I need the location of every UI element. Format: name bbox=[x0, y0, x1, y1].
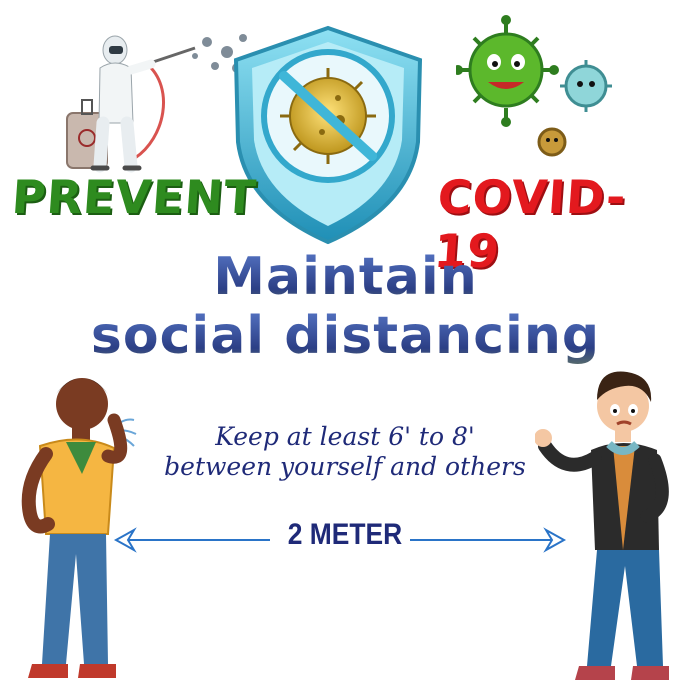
tip-line-1: Keep at least 6' to 8' bbox=[215, 422, 475, 451]
left-arrowhead-icon bbox=[113, 527, 137, 553]
double-arrow-icon bbox=[113, 527, 567, 553]
shield-virus-icon bbox=[233, 25, 423, 245]
coughing-man-icon bbox=[21, 378, 137, 678]
distance-label: 2 METER bbox=[287, 518, 403, 551]
prevent-heading: PREVENT bbox=[10, 170, 259, 224]
headline-line-1: Maintain bbox=[0, 247, 691, 307]
disinfecting-worker-icon bbox=[66, 34, 247, 173]
headline-line-2: social distancing bbox=[0, 306, 691, 366]
virus-cluster-icon bbox=[456, 15, 612, 157]
worried-man-icon bbox=[535, 371, 669, 680]
tip-line-2: between yourself and others bbox=[164, 452, 526, 481]
right-arrowhead-icon bbox=[543, 527, 567, 553]
